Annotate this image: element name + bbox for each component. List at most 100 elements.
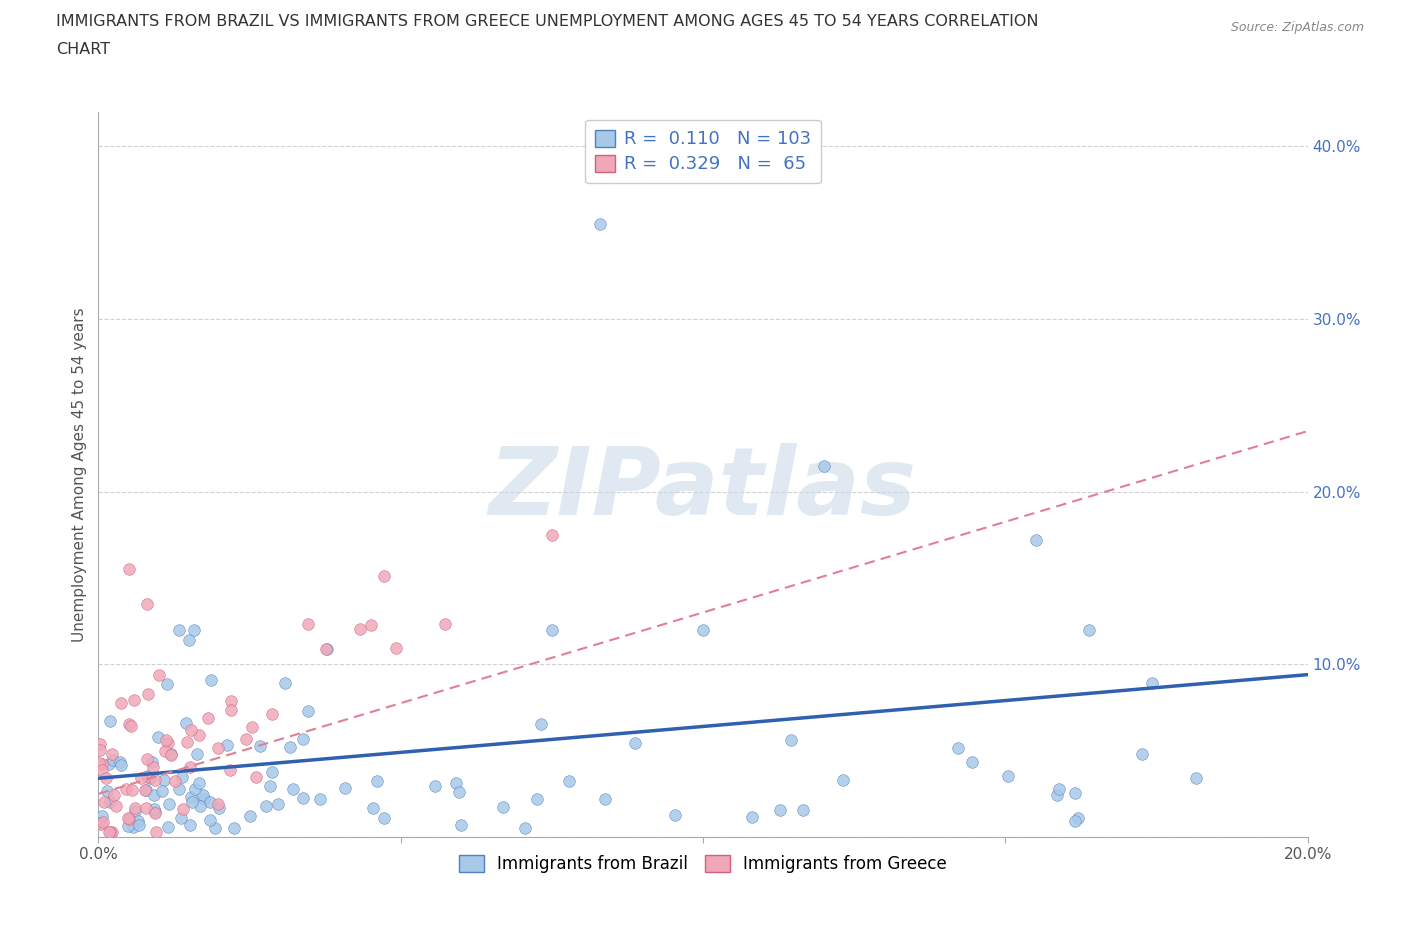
Point <box>98 794 121 809</box>
Point <box>260 764 283 779</box>
Point <box>589 217 612 232</box>
Point <box>254 799 277 814</box>
Point <box>138 770 160 785</box>
Point <box>792 803 814 817</box>
Point <box>741 809 763 824</box>
Point <box>103 787 125 802</box>
Point <box>245 770 267 785</box>
Point <box>274 675 297 690</box>
Point <box>593 791 616 806</box>
Point <box>128 817 150 832</box>
Point <box>174 715 197 730</box>
Point <box>664 807 686 822</box>
Point <box>557 774 579 789</box>
Point <box>450 817 472 832</box>
Point <box>160 748 183 763</box>
Point <box>960 754 983 769</box>
Point <box>262 706 284 721</box>
Point <box>117 811 139 826</box>
Point <box>101 753 124 768</box>
Point <box>1024 533 1046 548</box>
Point <box>117 819 139 834</box>
Point <box>308 791 330 806</box>
Point <box>98 824 121 839</box>
Point <box>1077 622 1099 637</box>
Point <box>997 769 1019 784</box>
Point <box>366 774 388 789</box>
Point <box>110 757 132 772</box>
Point <box>179 632 201 647</box>
Y-axis label: Unemployment Among Ages 45 to 54 years: Unemployment Among Ages 45 to 54 years <box>72 307 87 642</box>
Point <box>110 695 132 710</box>
Point <box>160 747 183 762</box>
Point <box>193 791 215 806</box>
Point <box>118 812 141 827</box>
Point <box>135 783 157 798</box>
Point <box>134 782 156 797</box>
Point <box>1047 782 1070 797</box>
Point <box>141 755 163 770</box>
Text: ZIPatlas: ZIPatlas <box>489 443 917 535</box>
Point <box>167 622 190 637</box>
Point <box>813 458 835 473</box>
Point <box>155 732 177 747</box>
Point <box>124 693 146 708</box>
Point <box>492 800 515 815</box>
Point <box>190 799 212 814</box>
Legend: Immigrants from Brazil, Immigrants from Greece: Immigrants from Brazil, Immigrants from … <box>453 848 953 880</box>
Text: Source: ZipAtlas.com: Source: ZipAtlas.com <box>1230 21 1364 34</box>
Point <box>143 773 166 788</box>
Point <box>156 736 179 751</box>
Point <box>143 805 166 820</box>
Point <box>93 794 115 809</box>
Point <box>155 743 177 758</box>
Point <box>89 737 111 751</box>
Point <box>146 729 169 744</box>
Point <box>1184 771 1206 786</box>
Point <box>433 617 456 631</box>
Point <box>179 817 201 832</box>
Point <box>120 718 142 733</box>
Point <box>281 782 304 797</box>
Point <box>1140 676 1163 691</box>
Point <box>240 719 263 734</box>
Point <box>96 771 118 786</box>
Point <box>90 763 112 777</box>
Point <box>373 810 395 825</box>
Point <box>180 723 202 737</box>
Point <box>692 622 714 637</box>
Point <box>207 796 229 811</box>
Point <box>200 813 222 828</box>
Point <box>207 801 229 816</box>
Point <box>136 751 159 766</box>
Point <box>316 642 339 657</box>
Point <box>181 794 204 809</box>
Point <box>215 737 238 752</box>
Point <box>96 784 118 799</box>
Point <box>224 820 246 835</box>
Text: CHART: CHART <box>56 42 110 57</box>
Point <box>156 676 179 691</box>
Point <box>1063 786 1085 801</box>
Point <box>292 731 315 746</box>
Point <box>623 736 645 751</box>
Point <box>115 781 138 796</box>
Point <box>183 622 205 637</box>
Point <box>779 733 801 748</box>
Point <box>145 824 167 839</box>
Point <box>188 775 211 790</box>
Point <box>90 817 112 831</box>
Point <box>90 756 112 771</box>
Point <box>135 801 157 816</box>
Point <box>1130 746 1153 761</box>
Point <box>239 808 262 823</box>
Point <box>1064 813 1087 828</box>
Point <box>100 714 122 729</box>
Point <box>153 773 176 788</box>
Point <box>118 562 141 577</box>
Point <box>91 808 114 823</box>
Point <box>165 774 187 789</box>
Point <box>105 799 128 814</box>
Point <box>89 742 111 757</box>
Point <box>515 820 537 835</box>
